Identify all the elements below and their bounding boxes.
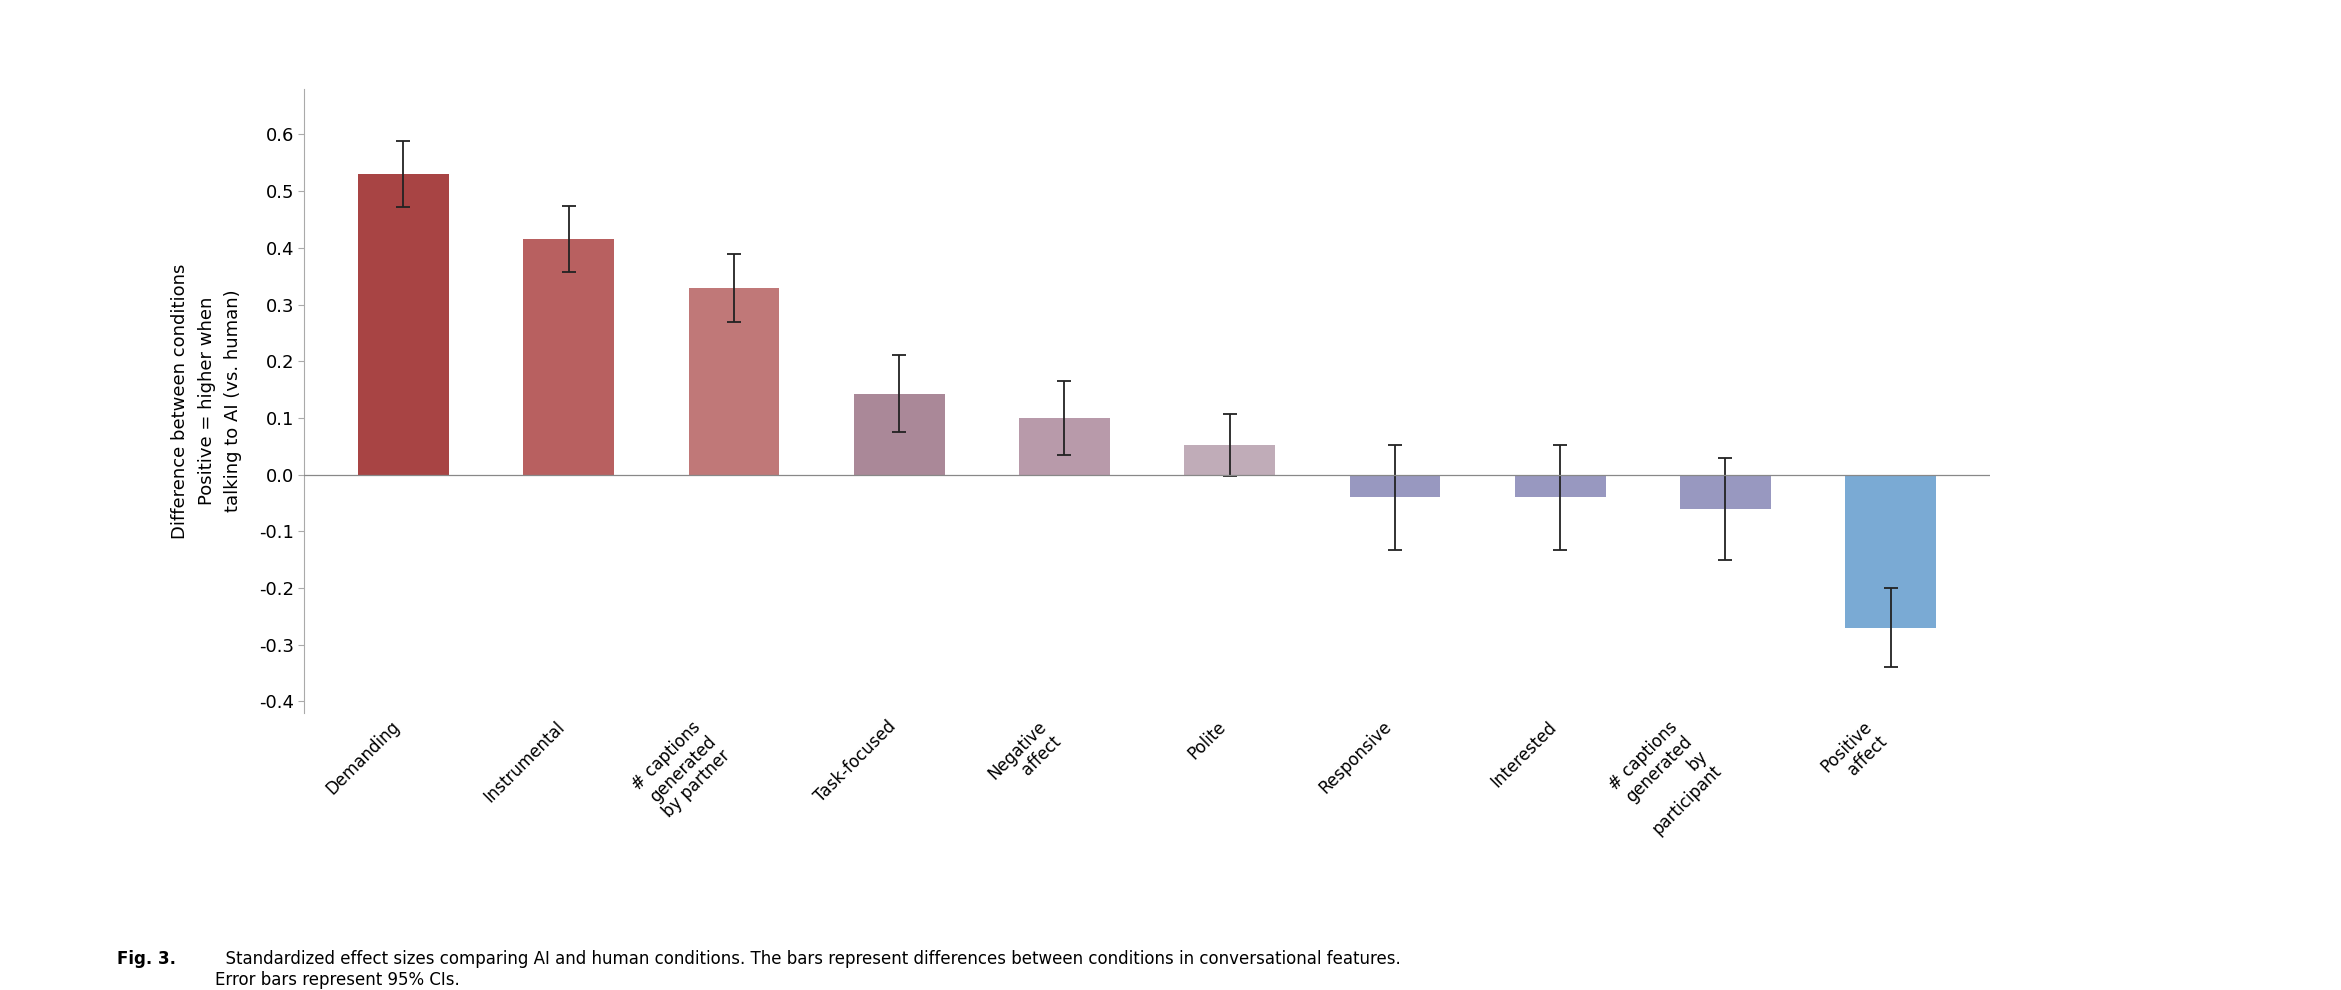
Bar bbox=[1018, 418, 1110, 474]
Bar bbox=[1515, 474, 1606, 497]
Bar bbox=[688, 287, 780, 474]
Bar bbox=[1681, 474, 1770, 509]
Bar bbox=[1185, 446, 1276, 474]
Text: Standardized effect sizes comparing AI and human conditions. The bars represent : Standardized effect sizes comparing AI a… bbox=[215, 950, 1402, 989]
Bar bbox=[854, 394, 946, 474]
Bar bbox=[1348, 474, 1440, 497]
Bar bbox=[524, 240, 613, 474]
Bar bbox=[1845, 474, 1936, 628]
Y-axis label: Difference between conditions
Positive = higher when
talking to AI (vs. human): Difference between conditions Positive =… bbox=[171, 263, 241, 539]
Text: Fig. 3.: Fig. 3. bbox=[117, 950, 176, 968]
Bar bbox=[358, 174, 449, 474]
